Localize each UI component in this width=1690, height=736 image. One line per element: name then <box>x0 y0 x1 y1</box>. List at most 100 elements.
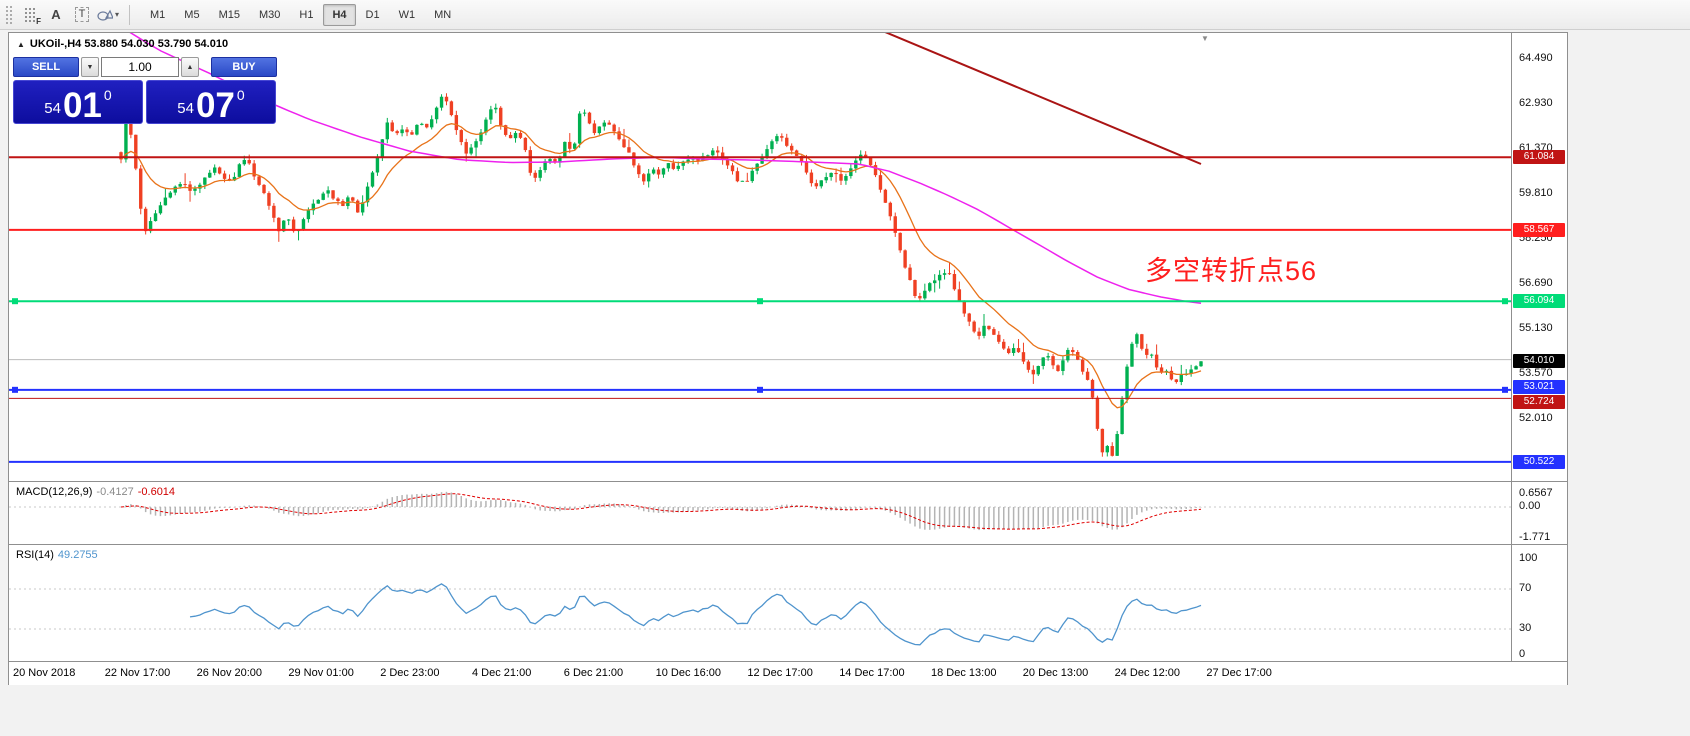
chart-annotation-text[interactable]: 多空转折点56 <box>1145 256 1318 286</box>
ask-price-display[interactable]: 54 07 0 <box>146 80 276 124</box>
candles <box>119 93 1203 457</box>
bid-price-point: 0 <box>103 87 112 103</box>
price-chart-canvas[interactable] <box>9 33 1567 481</box>
bid-price-pips: 01 <box>62 85 102 125</box>
timeframe-H1[interactable]: H1 <box>290 4 322 26</box>
time-label: 10 Dec 16:00 <box>655 667 722 679</box>
rsi-name: RSI(14) <box>16 549 54 561</box>
chart-title: ▲ UKOil-,H4 53.880 54.030 53.790 54.010 <box>17 38 228 50</box>
macd-tick-label: 0.00 <box>1519 500 1541 512</box>
time-axis[interactable]: 20 Nov 2018 22 Nov 17:00 26 Nov 20:00 29 No… <box>9 661 1567 685</box>
price-tick-label: 62.930 <box>1519 96 1553 109</box>
ask-price-major: 54 <box>177 100 194 117</box>
shapes-tool[interactable]: ▾ <box>96 4 120 26</box>
price-pane[interactable]: 64.490 62.930 61.370 59.810 58.250 56.690 55.1… <box>9 33 1567 481</box>
buy-button[interactable]: BUY <box>211 57 277 77</box>
chevron-up-icon: ▲ <box>186 63 194 71</box>
ask-price-point: 0 <box>236 87 245 103</box>
timeframe-group: M1 M5 M15 M30 H1 H4 D1 W1 MN <box>141 3 460 26</box>
chevron-down-icon: ▾ <box>115 10 120 19</box>
time-label: 2 Dec 23:00 <box>380 667 440 679</box>
macd-histogram <box>125 491 1202 531</box>
price-level-badge[interactable]: 54.010 <box>1513 354 1565 369</box>
one-click-trading-panel: SELL ▼ 1.00 ▲ BUY 54 01 0 54 07 0 <box>13 57 277 124</box>
time-label: 29 Nov 01:00 <box>288 667 354 679</box>
rsi-chart-canvas[interactable] <box>9 545 1567 661</box>
macd-signal-line <box>120 493 1202 530</box>
time-label: 20 Dec 13:00 <box>1022 667 1089 679</box>
macd-pane[interactable]: 0.6567 0.00 -1.771 MACD(12,26,9) -0.4127 -0.… <box>9 481 1567 544</box>
shapes-icon <box>97 9 113 21</box>
macd-tick-label: 0.6567 <box>1519 486 1553 499</box>
ma-slow-line <box>129 33 1202 305</box>
toolbar-gripper[interactable] <box>5 4 12 25</box>
volume-down-button[interactable]: ▼ <box>81 57 99 77</box>
price-axis[interactable]: 64.490 62.930 61.370 59.810 58.250 56.690 55.1… <box>1511 33 1567 481</box>
rsi-tick-label: 0 <box>1519 648 1526 660</box>
time-label: 24 Dec 12:00 <box>1114 667 1181 679</box>
price-level-badge[interactable]: 58.567 <box>1513 222 1565 237</box>
price-level-badge[interactable]: 53.021 <box>1513 379 1565 394</box>
time-label: 6 Dec 21:00 <box>563 667 624 679</box>
line-handle[interactable] <box>12 386 18 393</box>
text-tool[interactable]: T <box>70 4 94 26</box>
timeframe-M15[interactable]: M15 <box>210 4 249 26</box>
time-label: 18 Dec 13:00 <box>931 667 997 679</box>
timeframe-M5[interactable]: M5 <box>175 4 208 26</box>
macd-axis[interactable]: 0.6567 0.00 -1.771 <box>1511 482 1567 544</box>
price-level-badge[interactable]: 61.084 <box>1513 150 1565 165</box>
ask-price-pips: 07 <box>195 85 235 125</box>
time-label: 14 Dec 17:00 <box>839 667 905 679</box>
timeframe-W1[interactable]: W1 <box>390 4 425 26</box>
text-label-tool[interactable]: A <box>44 4 68 26</box>
price-level-badge[interactable]: 56.094 <box>1513 294 1565 309</box>
timeframe-D1[interactable]: D1 <box>357 4 389 26</box>
time-label: 20 Nov 2018 <box>13 667 76 679</box>
line-handle[interactable] <box>1502 386 1508 393</box>
volume-input[interactable]: 1.00 <box>101 57 179 77</box>
rsi-line <box>189 583 1202 646</box>
toolbar: F A T ▾ M1 M5 M15 M30 H1 H4 D1 W1 MN <box>0 0 1690 30</box>
price-tick-label: 53.570 <box>1519 366 1553 379</box>
price-tick-label: 59.810 <box>1519 186 1553 199</box>
rsi-axis[interactable]: 100 70 30 0 <box>1511 545 1567 661</box>
toolbar-separator <box>129 4 131 25</box>
rsi-pane[interactable]: 100 70 30 0 RSI(14) 49.2755 <box>9 544 1567 661</box>
timeframe-MN[interactable]: MN <box>425 4 460 26</box>
grid-dots-icon-button[interactable]: F <box>18 4 42 26</box>
line-handle[interactable] <box>757 298 763 305</box>
grid-dots-sub-label: F <box>36 16 41 26</box>
chart-shift-marker[interactable]: ▼ <box>1201 34 1209 43</box>
text-label-icon: A <box>51 7 61 22</box>
price-tick-label: 55.130 <box>1519 321 1553 334</box>
timeframe-H4[interactable]: H4 <box>323 3 356 26</box>
line-handle[interactable] <box>757 386 763 393</box>
time-label: 26 Nov 20:00 <box>196 667 263 679</box>
volume-up-button[interactable]: ▲ <box>181 57 199 77</box>
bid-price-display[interactable]: 54 01 0 <box>13 80 143 124</box>
timeframe-M30[interactable]: M30 <box>250 4 289 26</box>
collapse-icon[interactable]: ▲ <box>17 40 25 49</box>
chevron-down-icon: ▼ <box>86 63 94 71</box>
timeframe-M1[interactable]: M1 <box>141 4 174 26</box>
bid-price-major: 54 <box>44 100 61 117</box>
macd-chart-canvas[interactable] <box>9 482 1567 544</box>
time-label: 4 Dec 21:00 <box>472 667 532 679</box>
price-level-badge[interactable]: 50.522 <box>1513 454 1565 469</box>
price-level-badge[interactable]: 52.724 <box>1513 395 1565 410</box>
sell-button[interactable]: SELL <box>13 57 79 77</box>
rsi-value: 49.2755 <box>57 549 98 561</box>
rsi-tick-label: 30 <box>1519 622 1532 634</box>
descending-trendline[interactable] <box>804 33 1202 165</box>
price-tick-label: 52.010 <box>1519 411 1553 424</box>
time-label: 27 Dec 17:00 <box>1206 667 1272 679</box>
macd-tick-label: -1.771 <box>1519 531 1551 543</box>
chart-window: 64.490 62.930 61.370 59.810 58.250 56.690 55.1… <box>8 32 1568 685</box>
macd-name: MACD(12,26,9) <box>16 486 93 498</box>
rsi-tick-label: 70 <box>1519 582 1532 594</box>
line-handle[interactable] <box>1502 298 1508 305</box>
time-label: 22 Nov 17:00 <box>104 667 171 679</box>
macd-main-value: -0.4127 <box>96 486 134 498</box>
line-handle[interactable] <box>12 298 18 305</box>
